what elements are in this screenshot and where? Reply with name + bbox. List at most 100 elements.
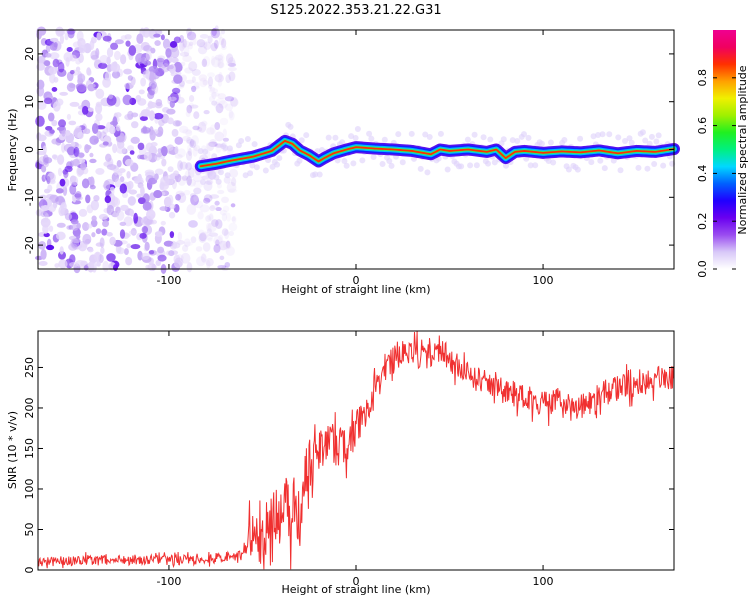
noise-blob (125, 256, 133, 266)
colorbar-tick-label: 0.2 (696, 212, 709, 230)
y-tick-label: 150 (23, 438, 36, 459)
noise-blob (215, 142, 222, 154)
noise-blob (190, 194, 199, 206)
ridge-halo (628, 139, 635, 146)
noise-blob (129, 150, 135, 155)
noise-blob (191, 85, 197, 93)
noise-blob (155, 259, 162, 266)
noise-blob (189, 140, 197, 149)
noise-blob (183, 238, 191, 248)
ridge-halo (655, 132, 662, 139)
noise-blob (188, 94, 195, 103)
colorbar-tick-label: 0.0 (696, 260, 709, 278)
ridge-halo (565, 166, 572, 173)
ridge-halo (395, 131, 402, 138)
noise-blob (129, 209, 135, 217)
noise-blob (208, 95, 216, 103)
noise-blob (65, 56, 70, 67)
noise-blob (43, 157, 53, 164)
noise-blob (91, 215, 97, 222)
noise-blob (169, 99, 175, 108)
y-tick-label: 50 (23, 522, 36, 536)
noise-blob (95, 103, 103, 114)
noise-blob (144, 241, 150, 251)
ridge-halo (437, 130, 444, 137)
noise-blob (213, 235, 223, 246)
ridge-halo (247, 170, 254, 177)
noise-blob (225, 240, 231, 249)
ridge-halo (617, 167, 624, 174)
noise-blob (110, 61, 118, 71)
noise-blob (203, 197, 211, 204)
noise-blob (171, 128, 179, 137)
noise-blob (197, 211, 204, 220)
noise-blob (215, 98, 226, 106)
noise-blob (95, 113, 103, 122)
noise-blob (69, 101, 80, 107)
noise-blob (190, 193, 197, 198)
noise-blob (202, 242, 211, 252)
noise-blob (227, 62, 237, 67)
noise-blob (183, 189, 191, 196)
ridge-halo (298, 137, 305, 144)
noise-blob (189, 102, 195, 110)
noise-blob (190, 85, 200, 90)
noise-blob (54, 263, 60, 268)
noise-blob (214, 131, 224, 142)
noise-blob (91, 232, 96, 238)
ridge-halo (287, 123, 294, 130)
ridge-halo (303, 132, 310, 139)
noise-blob (228, 222, 238, 232)
ridge-layer-4 (199, 139, 675, 168)
noise-blob (89, 158, 97, 164)
noise-blob (171, 87, 181, 94)
noise-blob (186, 175, 192, 186)
noise-blob (217, 58, 224, 69)
noise-blob (89, 184, 96, 190)
noise-blob (214, 200, 220, 206)
ridge-halo (224, 172, 231, 179)
noise-blob (148, 65, 159, 74)
ridge-halo (487, 136, 494, 143)
noise-blob (64, 213, 73, 221)
noise-blob (171, 57, 179, 64)
noise-blob (174, 257, 184, 268)
noise-blob (43, 60, 51, 67)
noise-blob (226, 61, 232, 66)
noise-blob (70, 224, 79, 231)
noise-blob (71, 238, 81, 244)
noise-blob (76, 83, 87, 93)
noise-blob (91, 123, 99, 134)
noise-blob (199, 232, 207, 242)
noise-blob (173, 61, 183, 73)
noise-blob (221, 196, 229, 204)
noise-blob (109, 236, 116, 246)
noise-blob (228, 111, 235, 121)
noise-blob (217, 189, 225, 195)
colorbar-ticks: 0.0 0.2 0.4 0.6 0.8 (696, 69, 736, 278)
noise-blob (231, 216, 236, 222)
ridge-halo (354, 125, 361, 132)
noise-blob (156, 57, 165, 63)
ridge-halo (251, 141, 258, 148)
ridge-halo (332, 134, 339, 141)
noise-blob (169, 231, 175, 239)
colorbar: 0.0 0.2 0.4 0.6 0.8 Normalized spectral ampl… (696, 30, 749, 278)
noise-blob (159, 181, 165, 191)
noise-blob (130, 136, 140, 144)
noise-blob (194, 200, 204, 209)
noise-blob (51, 119, 58, 127)
ridge-halo (509, 137, 516, 144)
noise-blob (137, 250, 143, 261)
noise-blob (169, 40, 178, 48)
noise-blob (49, 129, 55, 134)
noise-blob (45, 52, 52, 58)
snr-x-label: Height of straight line (km) (281, 583, 430, 596)
noise-blob (201, 58, 208, 68)
noise-blob (206, 178, 214, 186)
ridge-halo (359, 157, 366, 164)
noise-blob (186, 104, 193, 114)
ridge-halo (242, 172, 249, 179)
noise-blob (82, 233, 92, 245)
noise-blob (215, 207, 222, 212)
